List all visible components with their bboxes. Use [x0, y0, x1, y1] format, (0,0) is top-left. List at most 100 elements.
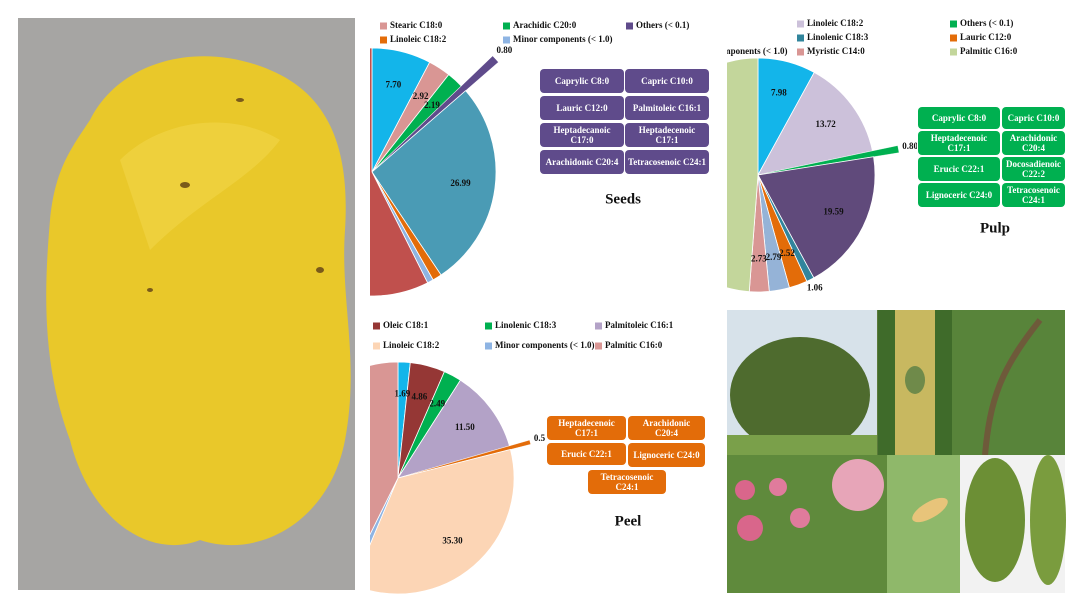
value-label: 0.80 — [902, 141, 918, 151]
value-label: 2.19 — [424, 100, 440, 110]
component-tag: Lauric C12:0 — [540, 96, 624, 120]
legend-swatch — [595, 342, 602, 350]
value-label: 11.50 — [455, 422, 475, 432]
value-label: 0.80 — [497, 45, 513, 55]
value-label: 0.50 — [534, 433, 550, 443]
legend-label: Minor components (< 1.0) — [495, 340, 594, 350]
component-tag: Lignoceric C24:0 — [918, 183, 1000, 207]
legend-item: Minor components (< 1.0) — [503, 34, 612, 44]
legend-label: Linoleic C18:2 — [383, 340, 440, 350]
legend-label: Stearic C18:0 — [390, 20, 443, 30]
legend-swatch — [595, 322, 602, 330]
pie-slice — [370, 477, 399, 546]
component-tag: Arachidonic C20:4 — [540, 150, 624, 174]
value-label: 7.98 — [771, 87, 787, 97]
legend-swatch — [678, 49, 685, 56]
component-tag: Erucic C22:1 — [918, 157, 1000, 181]
legend-label: Palmitic C16:0 — [605, 340, 663, 350]
legend-item: Linolenic C18:3 — [485, 320, 557, 330]
pie-slice — [397, 379, 510, 479]
component-tag: Palmitoleic C16:1 — [625, 96, 709, 120]
value-label: 2.92 — [413, 91, 429, 101]
legend-label: Linolenic C18:3 — [495, 320, 557, 330]
panel-title: Peel — [615, 513, 642, 529]
legend-item: Oleic C18:1 — [373, 320, 429, 330]
legend-item: Stearic C18:0 — [380, 20, 443, 30]
legend-swatch — [950, 20, 957, 28]
value-label: 13.72 — [816, 119, 837, 129]
legend-label: Palmitoleic C16:1 — [605, 320, 674, 330]
legend-label: Linolenic C18:3 — [807, 32, 869, 42]
legend-item: Linoleic C18:2 — [373, 340, 440, 350]
component-tag: Heptadecenoic C17:1 — [625, 123, 709, 147]
component-tag: Heptadecenoic C17:1 — [918, 131, 1000, 155]
pie-slice — [371, 55, 499, 173]
component-tag: Lignoceric C24:0 — [628, 443, 705, 467]
pie-slice — [757, 71, 873, 176]
legend-swatch — [373, 342, 380, 350]
legend-item: Others (< 0.1) — [626, 20, 689, 30]
legend-label: Linoleic C18:2 — [807, 18, 864, 28]
legend-swatch — [797, 20, 804, 28]
value-label: 19.59 — [823, 206, 844, 216]
value-label: 35.30 — [442, 535, 463, 545]
pie-slice — [727, 57, 759, 293]
pie-slice — [757, 145, 900, 176]
plant-photos — [727, 310, 1066, 593]
component-tag: Tetracosenoic C24:1 — [588, 470, 666, 494]
legend-item: Minor components (< 1.0) — [485, 340, 594, 350]
legend-label: Myristic C14:0 — [807, 46, 865, 56]
legend-swatch — [380, 36, 387, 44]
pie — [370, 361, 531, 595]
legend-swatch — [950, 48, 957, 56]
legend-item: Linoleic C18:2 — [797, 18, 864, 28]
legend-label: Others (< 0.1) — [960, 18, 1013, 28]
component-tag: Caprylic C8:0 — [540, 69, 624, 93]
value-label: 26.99 — [450, 178, 471, 188]
component-tag: Arachidonic C20:4 — [628, 416, 705, 440]
legend-label: Palmitic C16:0 — [960, 46, 1018, 56]
value-label: 1.06 — [807, 283, 823, 293]
legend-label: Oleic C18:1 — [383, 320, 429, 330]
value-label: 1.69 — [395, 389, 411, 399]
legend-swatch — [797, 34, 804, 42]
legend-label: Linoleic C18:2 — [390, 34, 447, 44]
legend-item: Linoleic C18:2 — [380, 34, 447, 44]
legend-label: Others (< 0.1) — [636, 20, 689, 30]
value-label: 2.73 — [751, 253, 767, 263]
legend-swatch — [485, 342, 492, 350]
legend-swatch — [503, 36, 510, 44]
pie-slice — [757, 156, 876, 279]
legend-swatch — [626, 22, 633, 30]
legend-swatch — [485, 322, 492, 330]
value-label: 2.79 — [766, 252, 782, 262]
legend-swatch — [797, 48, 804, 56]
legend-swatch — [950, 34, 957, 42]
component-tag: Tetracosenoic C24:1 — [625, 150, 709, 174]
component-tag: Heptadecenoic C17:1 — [547, 416, 626, 440]
legend-item: Linolenic C18:3 — [797, 32, 869, 42]
pie-slice — [370, 47, 429, 297]
component-tag: Docosadienoic C22:2 — [1002, 157, 1065, 181]
pie-slice — [371, 90, 497, 276]
component-tag: Tetracosenoic C24:1 — [1002, 183, 1065, 207]
legend-item: Palmitic C16:0 — [595, 340, 663, 350]
component-tag: Heptadecanoic C17:0 — [540, 123, 624, 147]
pie-slice — [397, 439, 531, 479]
value-label: 7.70 — [386, 79, 402, 89]
legend-label: Lauric C12:0 — [960, 32, 1012, 42]
legend-label: Minor components (< 1.0) — [513, 34, 612, 44]
pie-slice — [370, 448, 515, 595]
value-label: 4.86 — [412, 391, 428, 401]
pie-slice — [370, 361, 399, 536]
value-label: 2.49 — [429, 398, 445, 408]
component-tag: Arachidonic C20:4 — [1002, 131, 1065, 155]
fruit-photo — [18, 18, 355, 590]
legend-swatch — [380, 22, 387, 30]
legend-label: Minor components (< 1.0) — [688, 46, 787, 56]
component-tag: Erucic C22:1 — [547, 443, 626, 465]
legend-label: Arachidic C20:0 — [513, 20, 577, 30]
panel-title: Seeds — [605, 191, 641, 207]
legend-item: Others (< 0.1) — [950, 18, 1013, 28]
